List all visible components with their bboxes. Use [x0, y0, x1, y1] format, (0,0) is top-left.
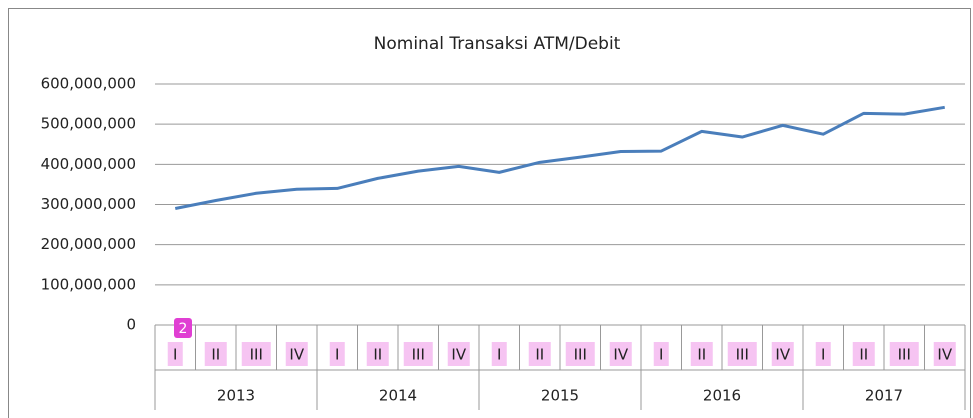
annotation-badge: [174, 318, 192, 338]
x-tick-label: I: [659, 346, 663, 364]
label-highlight: [727, 342, 757, 366]
label-highlight: [491, 342, 507, 366]
x-tick-label: IV: [937, 346, 952, 364]
y-tick-label: 500,000,000: [41, 115, 136, 133]
x-tick-label: IV: [775, 346, 790, 364]
x-tick-label: II: [697, 346, 706, 364]
label-highlight: [241, 342, 271, 366]
label-highlight: [771, 342, 794, 366]
x-tick-label: IV: [613, 346, 628, 364]
label-highlight: [815, 342, 831, 366]
x-tick-label: I: [173, 346, 177, 364]
y-tick-label: 0: [126, 316, 136, 334]
label-highlight: [852, 342, 875, 366]
x-tick-label: III: [574, 346, 587, 364]
label-highlight: [366, 342, 389, 366]
x-tick-label: III: [736, 346, 749, 364]
y-tick-label: 100,000,000: [41, 275, 136, 293]
label-highlight: [204, 342, 227, 366]
label-highlight: [167, 342, 183, 366]
label-highlight: [889, 342, 919, 366]
x-group-label: 2017: [865, 387, 903, 405]
y-tick-label: 200,000,000: [41, 235, 136, 253]
x-tick-label: II: [859, 346, 868, 364]
x-tick-label: I: [821, 346, 825, 364]
x-tick-label: I: [335, 346, 339, 364]
x-tick-label: I: [497, 346, 501, 364]
label-highlight: [933, 342, 956, 366]
x-tick-label: IV: [451, 346, 466, 364]
label-highlight: [285, 342, 308, 366]
annotation-text: 2: [179, 321, 188, 337]
label-highlight: [329, 342, 345, 366]
x-tick-label: III: [898, 346, 911, 364]
label-highlight: [565, 342, 595, 366]
chart-title: Nominal Transaksi ATM/Debit: [374, 34, 621, 54]
y-tick-label: 600,000,000: [41, 75, 136, 93]
x-group-label: 2015: [541, 387, 579, 405]
x-tick-label: II: [535, 346, 544, 364]
x-tick-label: II: [211, 346, 220, 364]
x-tick-label: IV: [289, 346, 304, 364]
line-series: [174, 105, 945, 210]
x-group-label: 2013: [217, 387, 255, 405]
label-highlight: [447, 342, 470, 366]
label-highlight: [528, 342, 551, 366]
label-highlight: [403, 342, 433, 366]
label-highlight: [609, 342, 632, 366]
label-highlight: [690, 342, 713, 366]
x-group-label: 2014: [379, 387, 417, 405]
x-tick-label: III: [412, 346, 425, 364]
y-tick-label: 300,000,000: [41, 195, 136, 213]
y-tick-label: 400,000,000: [41, 155, 136, 173]
x-tick-label: III: [250, 346, 263, 364]
x-tick-label: II: [373, 346, 382, 364]
chart-border: [8, 8, 971, 418]
x-group-label: 2016: [703, 387, 741, 405]
label-highlight: [653, 342, 669, 366]
